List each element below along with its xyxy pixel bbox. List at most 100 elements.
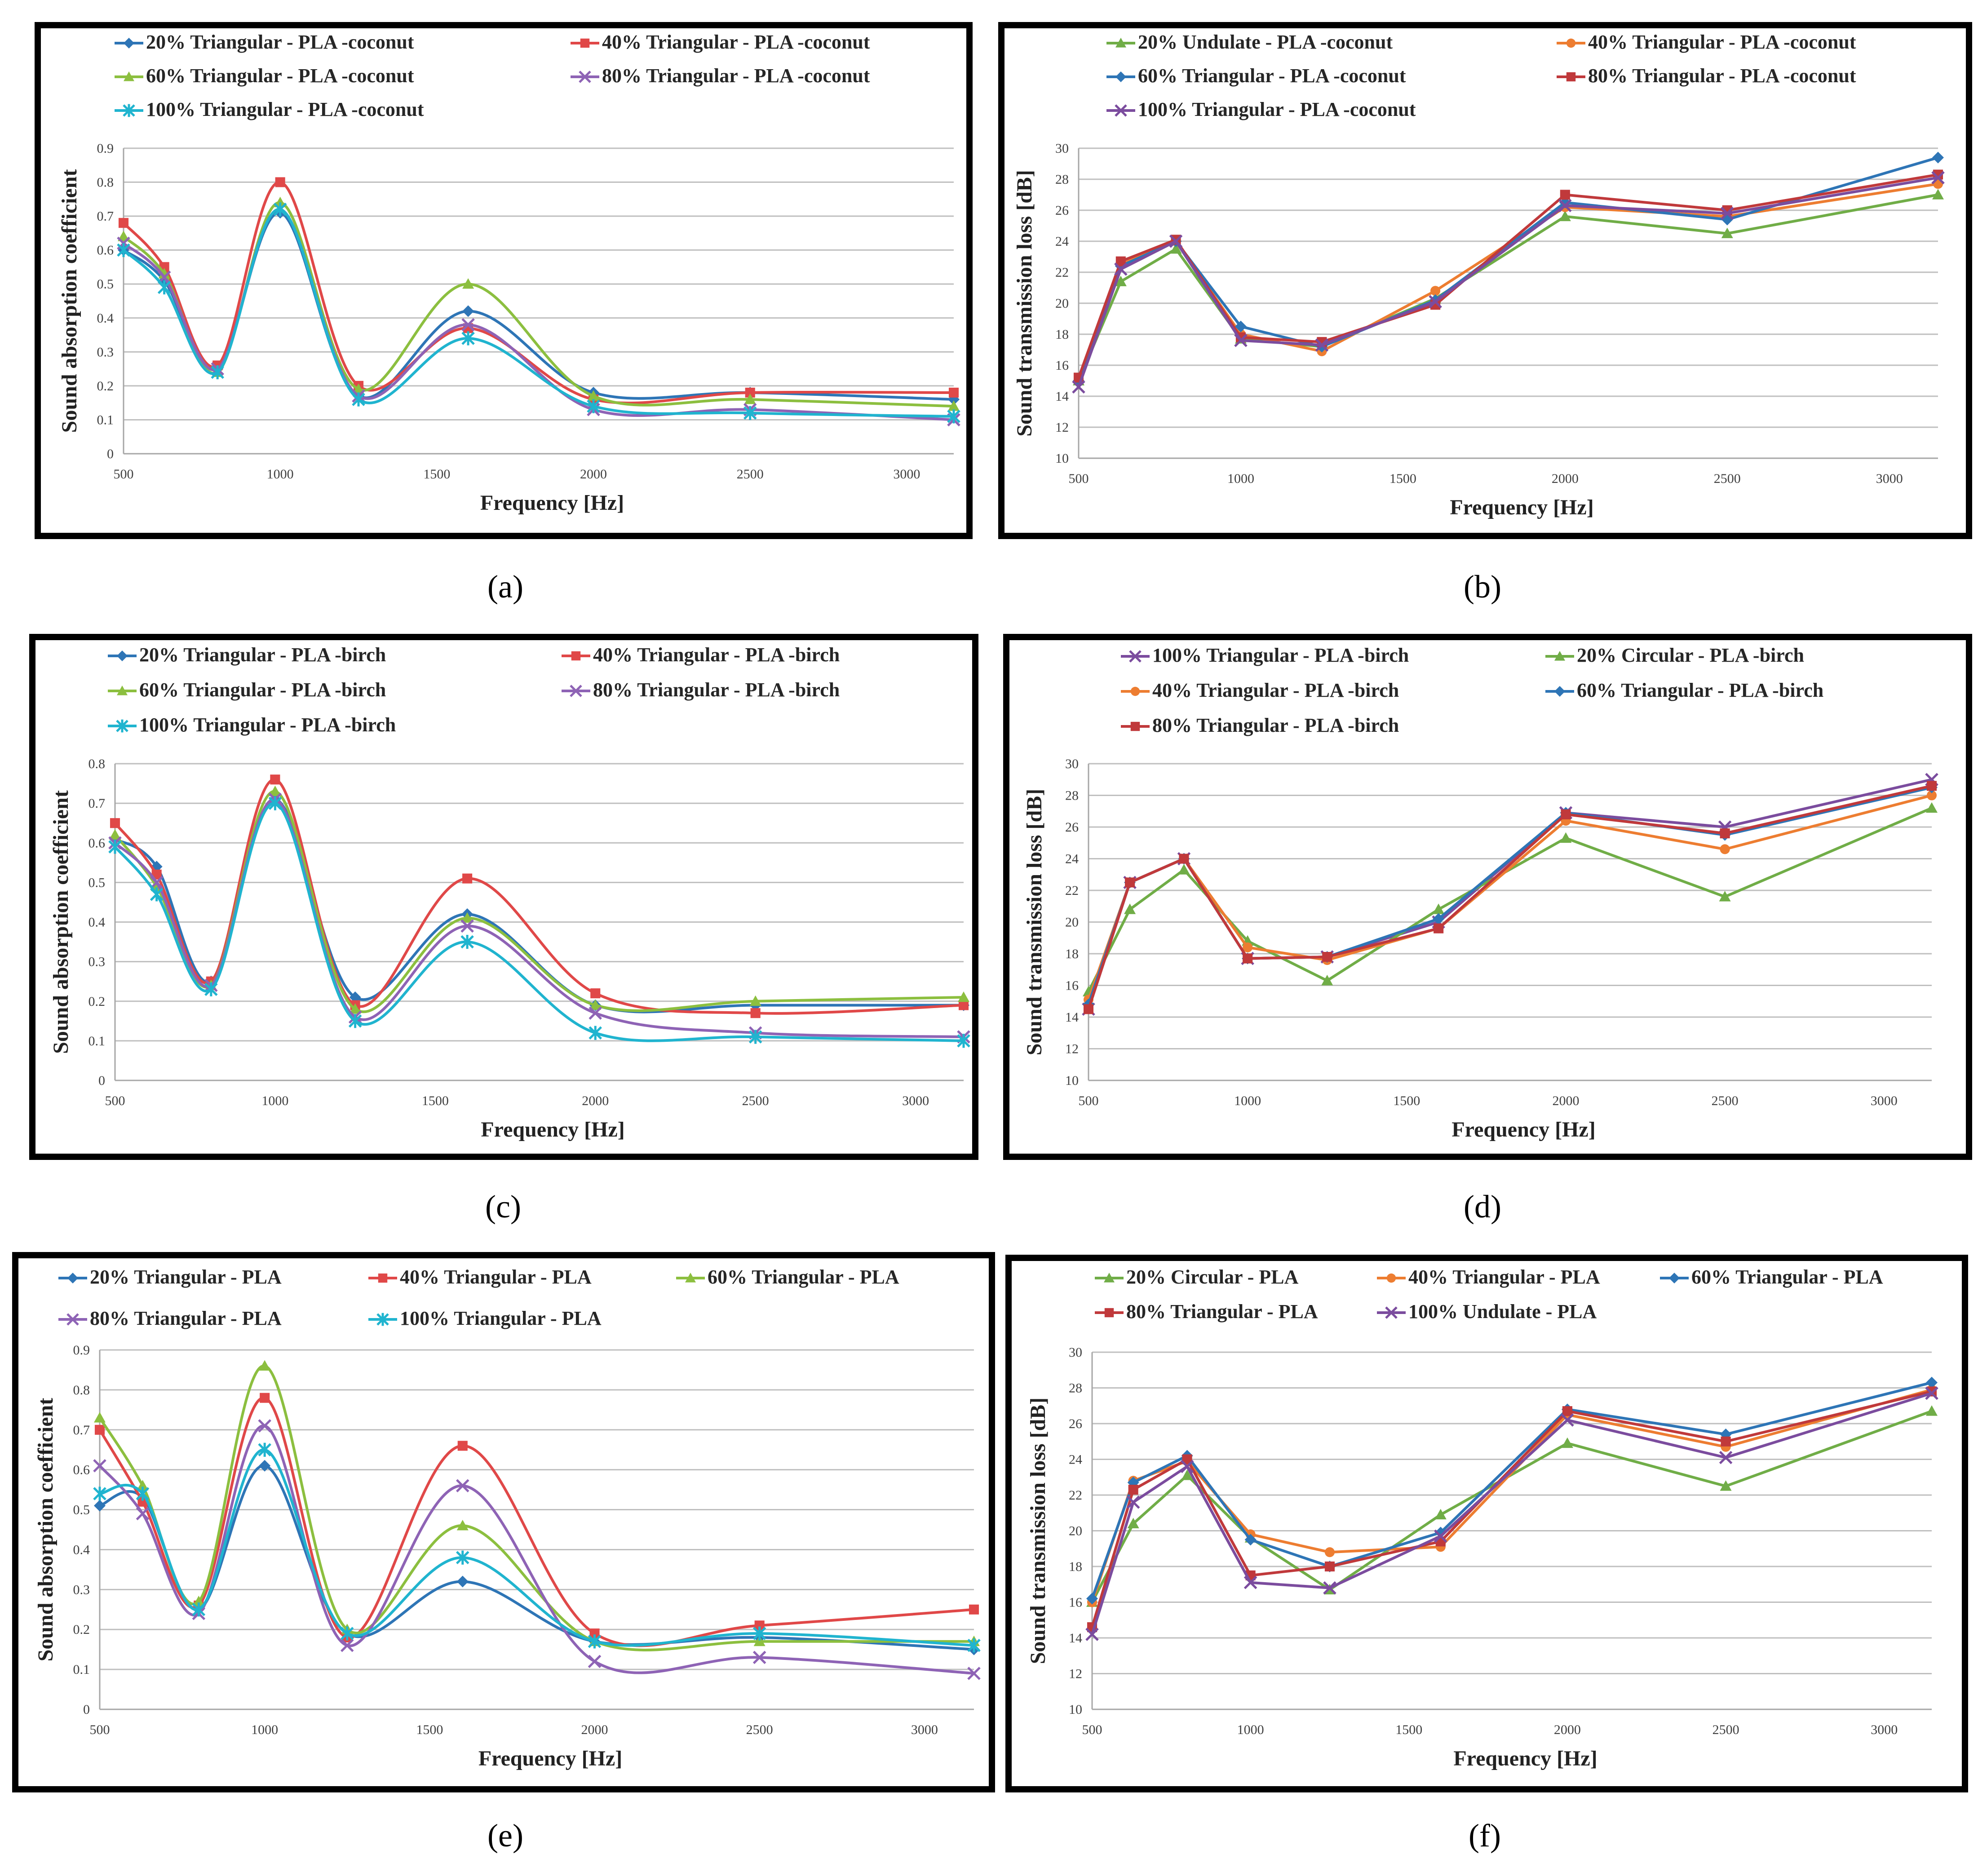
data-point (348, 1014, 362, 1028)
x-tick-label: 1000 (1237, 1722, 1264, 1737)
data-point (340, 1639, 354, 1652)
data-point (744, 394, 756, 404)
data-point (748, 1030, 762, 1044)
legend-item: 80% Triangular - PLA -birch (1121, 714, 1399, 736)
x-tick-label: 1500 (422, 1093, 449, 1108)
legend-label: 20% Circular - PLA (1126, 1266, 1299, 1288)
legend-item: 60% Triangular - PLA -coconut (1106, 65, 1406, 87)
data-point (588, 1655, 602, 1668)
x-axis-label: Frequency [Hz] (1450, 496, 1593, 519)
legend-item: 20% Triangular - PLA -coconut (115, 31, 414, 53)
data-point (1561, 1413, 1574, 1427)
legend-item: 100% Triangular - PLA -coconut (1106, 98, 1416, 120)
legend-item: 60% Triangular - PLA -coconut (115, 65, 414, 87)
y-tick-label: 14 (1065, 1010, 1079, 1025)
data-point (1321, 974, 1333, 986)
data-point (1125, 877, 1135, 888)
y-tick-label: 0.9 (97, 141, 114, 156)
data-point (1720, 844, 1730, 854)
legend-item: 60% Triangular - PLA -birch (108, 679, 386, 701)
y-tick-label: 0.6 (97, 243, 114, 258)
y-tick-label: 0.3 (73, 1582, 90, 1597)
y-tick-label: 0.7 (97, 209, 114, 224)
data-point (269, 785, 281, 796)
data-point (589, 999, 602, 1010)
legend-marker (1130, 686, 1140, 696)
legend-label: 60% Triangular - PLA -coconut (146, 65, 414, 87)
data-point (588, 1634, 602, 1649)
data-point (259, 1360, 271, 1371)
y-tick-label: 0.3 (97, 345, 114, 359)
chart-0: 0 0.1 0.2 0.3 0.4 0.5 0.6 0.7 0.8 0.9 500 1000 1500 2… (35, 22, 973, 539)
data-point (1925, 1386, 1938, 1400)
data-point (136, 1487, 150, 1501)
y-tick-label: 18 (1055, 327, 1069, 342)
y-tick-label: 26 (1069, 1416, 1082, 1431)
data-point (1719, 1451, 1733, 1465)
data-point (1560, 190, 1570, 200)
data-point (274, 196, 286, 208)
legend-label: 100% Triangular - PLA -coconut (146, 98, 424, 120)
data-point (456, 1520, 469, 1531)
data-point (743, 406, 757, 420)
data-point (260, 1393, 270, 1403)
legend-item: 40% Triangular - PLA (368, 1266, 592, 1288)
y-tick-label: 18 (1069, 1559, 1082, 1574)
data-point (461, 318, 475, 332)
x-tick-label: 1500 (416, 1722, 443, 1737)
x-tick-label: 1500 (1389, 471, 1416, 486)
legend-item: 20% Triangular - PLA (58, 1266, 282, 1288)
x-tick-label: 2500 (1712, 1093, 1739, 1108)
data-point (1124, 903, 1136, 914)
y-tick-label: 0 (83, 1702, 90, 1717)
x-tick-label: 1500 (423, 467, 450, 482)
legend-label: 80% Triangular - PLA -coconut (1588, 65, 1856, 87)
y-tick-label: 14 (1069, 1631, 1082, 1646)
x-tick-label: 500 (114, 467, 134, 482)
x-axis-label: Frequency [Hz] (480, 491, 624, 515)
x-tick-label: 500 (1069, 471, 1089, 486)
series-1 (1083, 802, 1938, 996)
data-point (1434, 1526, 1447, 1539)
data-point (94, 1425, 105, 1435)
legend-marker (570, 685, 582, 697)
legend-label: 40% Triangular - PLA -birch (593, 644, 840, 666)
data-point (1243, 953, 1253, 964)
data-point (587, 399, 600, 413)
data-point (1128, 1485, 1138, 1495)
data-point (1926, 1405, 1938, 1416)
legend-item: 80% Triangular - PLA -coconut (571, 65, 870, 87)
y-tick-label: 0.3 (89, 955, 106, 969)
x-axis-label: Frequency [Hz] (1451, 1118, 1595, 1142)
legend-label: 80% Triangular - PLA -birch (593, 679, 840, 701)
y-tick-label: 18 (1065, 947, 1079, 961)
legend-label: 20% Undulate - PLA -coconut (1138, 31, 1393, 53)
legend-item: 100% Triangular - PLA -coconut (115, 98, 424, 120)
chart-5: 10 12 14 16 18 20 22 24 26 28 30 500 1000 1500 2000 250… (1005, 1255, 1968, 1792)
data-point (1235, 320, 1247, 332)
chart-2: 0 0.1 0.2 0.3 0.4 0.5 0.6 0.7 0.8 500 1000 1500 2000… (29, 634, 978, 1160)
legend-marker (1669, 1273, 1680, 1283)
y-tick-label: 12 (1055, 420, 1069, 435)
data-point (1126, 1495, 1140, 1509)
y-tick-label: 16 (1065, 978, 1079, 993)
data-point (1558, 199, 1572, 212)
data-point (456, 1550, 469, 1565)
data-point (948, 400, 960, 411)
data-point (150, 876, 164, 889)
x-tick-label: 2500 (1712, 1722, 1739, 1737)
data-point (745, 387, 755, 398)
data-point (957, 1034, 970, 1048)
legend-label: 100% Triangular - PLA -birch (1152, 644, 1409, 666)
legend-label: 100% Triangular - PLA (400, 1307, 602, 1329)
data-point (1234, 334, 1248, 347)
data-point (1243, 1576, 1257, 1589)
data-point (589, 1026, 602, 1040)
chart-3: 10 12 14 16 18 20 22 24 26 28 30 500 1000 1500 2000 250… (1003, 634, 1972, 1160)
data-point (1115, 256, 1126, 266)
data-point (1181, 1469, 1193, 1480)
data-point (1170, 243, 1182, 254)
data-point (1434, 1529, 1447, 1543)
y-tick-label: 0 (98, 1073, 105, 1088)
